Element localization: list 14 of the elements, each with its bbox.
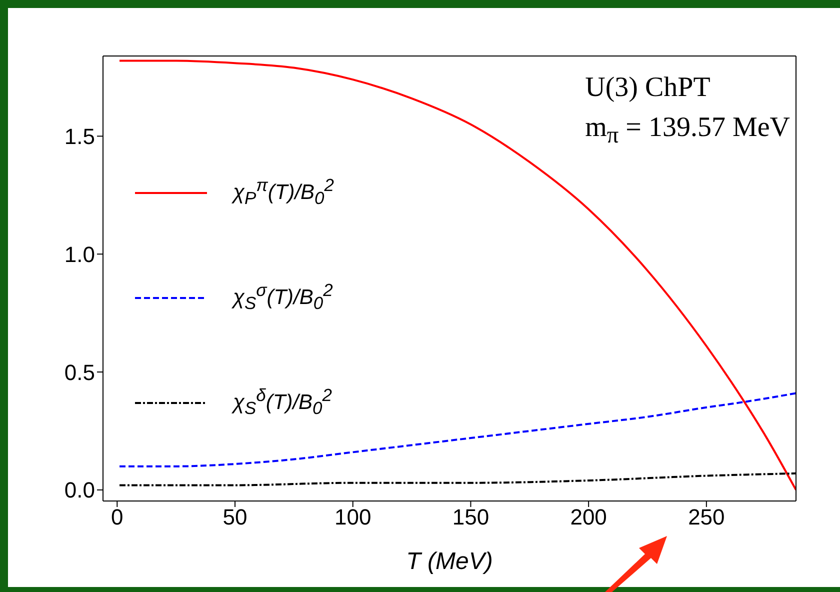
line-series (118, 60, 796, 491)
y-tick-label: 1.5 (64, 124, 95, 149)
annotation: m$_{π}$ = 139.57 MeV (585, 111, 790, 151)
y-tick-label: 0.0 (64, 478, 95, 503)
x-tick-label: 200 (570, 504, 607, 530)
y-tick-label: 0.5 (64, 360, 95, 385)
x-tick-label: 0 (111, 504, 124, 530)
x-axis-title: T (MeV) (406, 548, 493, 575)
x-tick-label: 150 (452, 504, 490, 530)
y-tick-label: 1.0 (64, 242, 95, 267)
x-tick-label: 100 (334, 504, 372, 530)
x-tick-label: 50 (222, 504, 248, 530)
annotation: U(3) ChPT (585, 71, 712, 105)
x-tick-label: 250 (688, 504, 725, 530)
